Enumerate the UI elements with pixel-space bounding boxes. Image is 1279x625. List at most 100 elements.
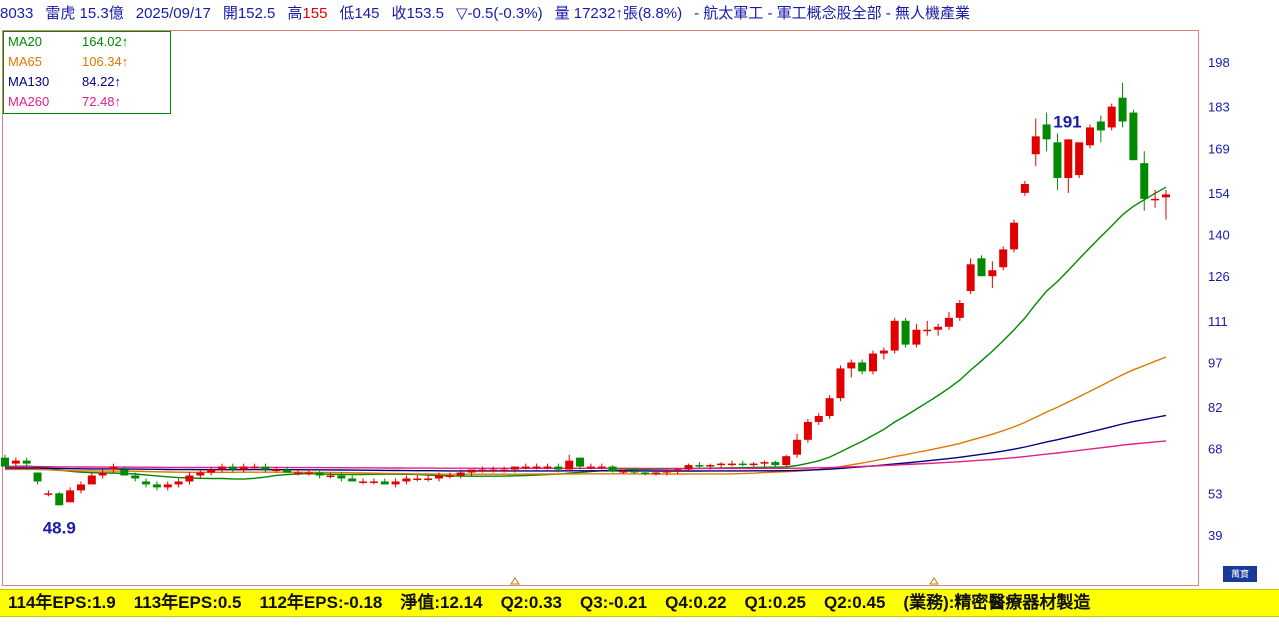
candle-body: [890, 320, 899, 351]
y-tick-label: 126: [1208, 269, 1230, 284]
eps-item: Q1:0.25: [744, 593, 806, 612]
eps-item: 113年EPS:0.5: [133, 593, 242, 612]
y-tick-label: 68: [1208, 442, 1222, 457]
candle-body: [869, 353, 877, 372]
candle-body: [163, 484, 172, 488]
candle-body: [966, 264, 975, 292]
y-tick-label: 183: [1208, 100, 1230, 115]
candle-body: [684, 465, 693, 470]
candle-body: [738, 463, 747, 466]
candle-body: [315, 472, 324, 476]
candle-body: [782, 456, 791, 466]
candle-body: [576, 457, 585, 467]
candle-body: [293, 472, 302, 475]
candle-body: [272, 469, 281, 472]
candle-body: [1096, 121, 1105, 131]
candle-body: [673, 469, 682, 472]
candle-body: [11, 460, 20, 464]
ma-name: MA130: [8, 74, 50, 89]
event-marker: [929, 577, 939, 585]
ma-value: 84.22↑: [82, 74, 122, 89]
candle-body: [586, 466, 595, 469]
eps-info-bar: 114年EPS:1.9 113年EPS:0.5 112年EPS:-0.18 淨值:12…: [0, 589, 1279, 617]
ma-name: MA20: [8, 34, 42, 49]
candle-body: [554, 466, 563, 470]
ma-name: MA65: [8, 54, 42, 69]
candle-body: [814, 416, 823, 422]
eps-item: 114年EPS:1.9: [8, 593, 116, 612]
candle-body: [923, 329, 932, 332]
candle-body: [413, 478, 422, 480]
event-marker: [510, 577, 520, 585]
candle-body: [944, 317, 953, 327]
ma-line: [4, 186, 1167, 480]
candle-body: [955, 302, 964, 318]
eps-item: 112年EPS:-0.18: [259, 593, 383, 612]
candle-body: [391, 481, 400, 485]
candle-body: [55, 493, 64, 506]
candle-body: [1161, 194, 1170, 198]
candle-body: [912, 329, 921, 345]
candle-body: [510, 466, 519, 470]
candle-body: [66, 490, 75, 503]
candle-body: [793, 439, 802, 455]
candle-body: [662, 471, 671, 473]
candle-body: [218, 466, 226, 470]
brand-logo: 萬寶: [1223, 566, 1257, 582]
ma-value: 164.02↑: [82, 34, 129, 49]
candle-body: [901, 320, 910, 345]
high-value: 155: [302, 5, 328, 22]
y-tick-label: 140: [1208, 228, 1230, 243]
eps-item: Q3:-0.21: [580, 593, 648, 612]
candle-body: [521, 466, 530, 469]
price-annotation: 191: [1053, 112, 1081, 131]
ma-line: [5, 440, 1167, 470]
candle-body: [836, 368, 845, 399]
candle-body: [1020, 183, 1029, 193]
candle-body: [196, 472, 205, 476]
stock-name-cap: 雷虎 15.3億: [45, 5, 124, 22]
candle-body: [1010, 222, 1019, 250]
candle-body: [304, 472, 313, 475]
candle-body: [543, 466, 552, 469]
candle-body: [109, 466, 118, 470]
candle-body: [185, 475, 194, 482]
candle-body: [727, 463, 736, 466]
candle-body: [999, 249, 1008, 268]
y-tick-label: 154: [1208, 186, 1230, 201]
quote-date: 2025/09/17: [135, 5, 211, 22]
y-tick-label: 39: [1208, 528, 1222, 543]
candle-body: [934, 326, 943, 330]
candle-body: [456, 472, 465, 476]
price-annotation: 48.9: [43, 519, 76, 538]
candle-body: [239, 466, 248, 470]
candle-body: [1, 457, 9, 467]
ma-line: [4, 414, 1167, 472]
candle-body: [619, 471, 628, 473]
candle-body: [1140, 163, 1149, 199]
candle-body: [652, 472, 660, 475]
candlestick-chart: 1981831691541401261119782685339456789191…: [1, 55, 1230, 585]
y-tick-label: 53: [1208, 486, 1222, 501]
candle-body: [326, 475, 335, 478]
candle-body: [131, 475, 140, 479]
candle-body: [532, 466, 541, 469]
high-label: 高: [287, 5, 303, 22]
price-change: ▽-0.5(-0.3%): [456, 5, 543, 22]
eps-item: Q4:0.22: [665, 593, 727, 612]
candle-body: [717, 463, 726, 466]
candle-body: [402, 478, 411, 482]
y-tick-label: 198: [1208, 55, 1230, 70]
y-tick-label: 97: [1208, 355, 1222, 370]
eps-item: Q2:0.45: [823, 593, 886, 612]
candle-body: [489, 469, 498, 472]
ma-legend-row: MA65 106.34↑: [4, 52, 170, 72]
candle-body: [1129, 112, 1138, 161]
candle-body: [76, 484, 85, 491]
candle-body: [445, 475, 454, 478]
candle-body: [641, 472, 650, 475]
header-bar: 8033 雷虎 15.3億 2025/09/17 開152.5 高155 低145 收153…: [0, 0, 1279, 28]
eps-item: (業務):精密醫療器材製造: [903, 593, 1091, 612]
candle-body: [1064, 139, 1073, 179]
candle-body: [250, 466, 259, 469]
